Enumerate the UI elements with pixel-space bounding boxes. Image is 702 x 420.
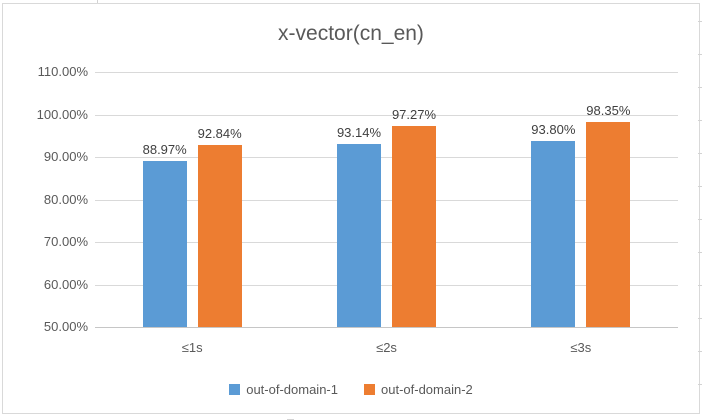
gridline-60: [95, 284, 678, 286]
bar-out-of-domain-1-≤1s[interactable]: [142, 161, 187, 327]
gridline-80: [95, 199, 678, 201]
chart-title[interactable]: x-vector(cn_en): [278, 22, 424, 45]
legend-label: out-of-domain-1: [246, 382, 338, 397]
gridline-70: [95, 242, 678, 243]
y-tick-label: 90.00%: [43, 149, 88, 164]
data-label-out-of-domain-1-≤2s: 93.14%: [336, 124, 382, 140]
cell-line-right: [698, 21, 702, 22]
bar-out-of-domain-2-≤3s[interactable]: [586, 121, 631, 327]
cell-line-right: [698, 120, 702, 121]
bar-out-of-domain-1-≤2s[interactable]: [337, 143, 381, 327]
y-tick-label: 70.00%: [43, 234, 88, 249]
data-label-out-of-domain-2-≤1s: 92.84%: [197, 125, 242, 141]
y-tick-label: 100.00%: [36, 106, 88, 122]
legend[interactable]: out-of-domain-1 out-of-domain-2: [0, 382, 702, 397]
legend-swatch-out-of-domain-2: [364, 384, 375, 395]
cell-line-right: [698, 87, 702, 88]
legend-label: out-of-domain-2: [381, 382, 473, 397]
cell-line-right: [698, 318, 702, 319]
x-category-label-2: ≤2s: [376, 340, 397, 355]
y-tick-label: 60.00%: [43, 276, 88, 292]
x-axis-line: [95, 327, 678, 328]
y-tick-label: 110.00%: [37, 64, 88, 79]
cell-line-right: [698, 54, 702, 55]
cell-line-right: [698, 285, 702, 286]
data-label-out-of-domain-2-≤2s: 97.27%: [391, 107, 437, 123]
cell-line-right: [698, 351, 702, 352]
legend-item-out-of-domain-1[interactable]: out-of-domain-1: [229, 382, 338, 397]
legend-swatch-out-of-domain-1: [229, 384, 241, 395]
y-tick-label: 50.00%: [43, 319, 88, 334]
data-label-out-of-domain-2-≤3s: 98.35%: [586, 102, 631, 118]
cell-line-right: [698, 186, 702, 187]
cell-line-top: [97, 0, 98, 3]
gridline-90: [95, 157, 678, 158]
cell-line-right: [698, 219, 702, 220]
x-category-label-1: ≤1s: [181, 340, 203, 355]
bar-out-of-domain-1-≤3s[interactable]: [531, 140, 576, 327]
data-label-out-of-domain-1-≤1s: 88.97%: [142, 142, 187, 158]
cell-line-right: [698, 252, 702, 253]
gridline-110: [95, 72, 678, 73]
x-category-label-3: ≤3s: [570, 340, 592, 355]
gridline-100: [95, 114, 678, 116]
data-label-out-of-domain-1-≤3s: 93.80%: [531, 121, 576, 137]
y-tick-label: 80.00%: [43, 191, 88, 207]
cell-line-right: [698, 153, 702, 154]
legend-item-out-of-domain-2[interactable]: out-of-domain-2: [364, 382, 473, 397]
cell-line-right: [698, 384, 702, 385]
bar-out-of-domain-2-≤1s[interactable]: [197, 144, 242, 327]
bar-out-of-domain-2-≤2s[interactable]: [392, 126, 436, 327]
